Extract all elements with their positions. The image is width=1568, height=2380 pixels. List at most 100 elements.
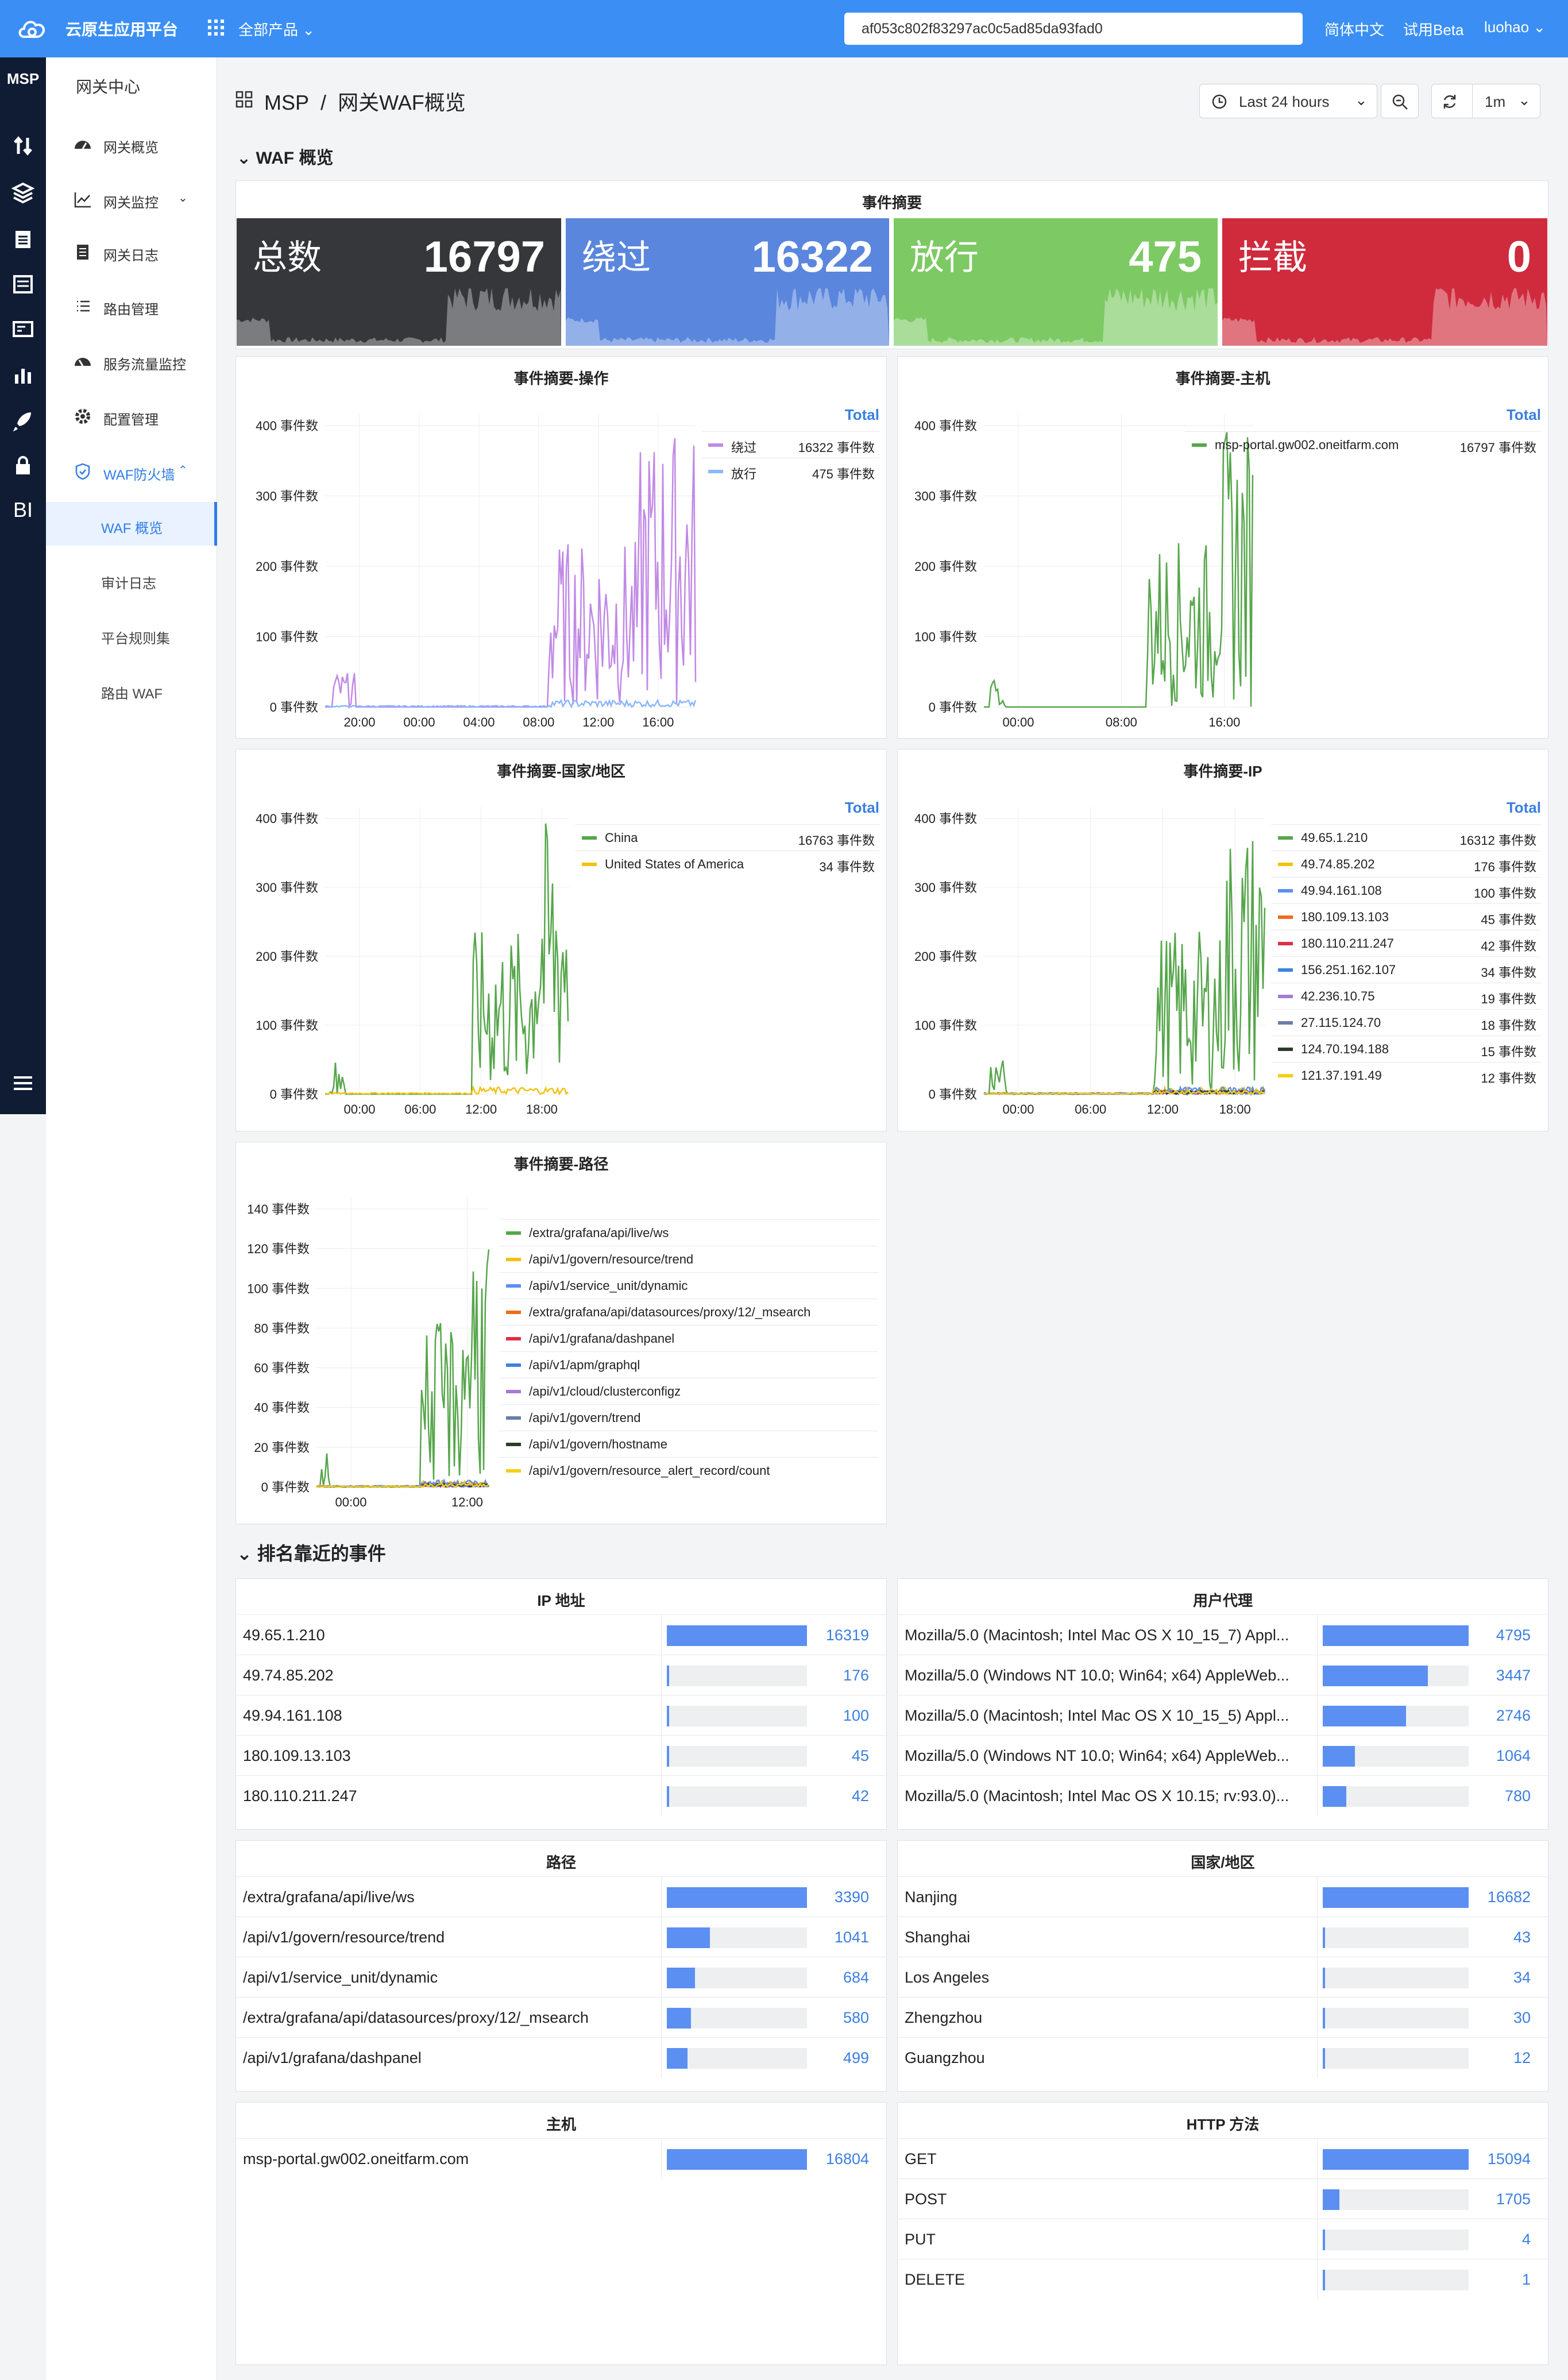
legend-item[interactable]: /api/v1/grafana/dashpanel — [499, 1325, 878, 1350]
legend-item[interactable]: msp-portal.gw002.oneitfarm.com 16797 事件数 — [1185, 431, 1541, 457]
table-row[interactable]: Guangzhou 12 — [898, 2037, 1548, 2078]
chart-svg[interactable]: 400 事件数 300 事件数 200 事件数 100 事件数 0 事件数 00:00 06… — [236, 749, 887, 1132]
sidebar-subitem-waf-overview[interactable]: WAF 概览 — [46, 502, 217, 546]
route-arrows-icon[interactable] — [8, 131, 38, 161]
table-row[interactable]: /api/v1/grafana/dashpanel 499 — [236, 2037, 886, 2078]
legend-item[interactable]: 放行 475 事件数 — [701, 458, 879, 483]
legend-item[interactable]: 124.70.194.188 15 事件数 — [1271, 1036, 1541, 1061]
chart-svg[interactable]: 400 事件数 300 事件数 200 事件数 100 事件数 0 事件数 00:00 06… — [898, 749, 1549, 1132]
bar-chart-icon[interactable] — [8, 361, 38, 391]
legend-item[interactable]: 绕过 16322 事件数 — [701, 431, 879, 457]
section-top-events[interactable]: ⌄ 排名靠近的事件 — [237, 1539, 386, 1566]
chart-svg[interactable]: 400 事件数 300 事件数 200 事件数 100 事件数 0 事件数 00:00 08… — [898, 357, 1549, 739]
menu-icon[interactable] — [8, 1068, 38, 1098]
stat-card-3[interactable]: 拦截 0 — [1222, 218, 1547, 346]
apps-grid-icon[interactable] — [207, 18, 225, 37]
table-row[interactable]: msp-portal.gw002.oneitfarm.com 16804 — [236, 2138, 886, 2179]
table-row[interactable]: PUT 4 — [898, 2219, 1548, 2259]
chevron-down-icon: ⌄ — [1533, 18, 1546, 36]
legend-series-name: msp-portal.gw002.oneitfarm.com — [1215, 438, 1399, 452]
card-icon[interactable] — [8, 315, 38, 345]
legend-item[interactable]: United States of America 34 事件数 — [575, 851, 879, 876]
table-row[interactable]: 49.74.85.202 176 — [236, 1655, 886, 1695]
legend-item[interactable]: 180.109.13.103 45 事件数 — [1271, 903, 1541, 929]
legend-item[interactable]: /api/v1/govern/trend — [499, 1404, 878, 1429]
beta-link[interactable]: 试用Beta — [1403, 21, 1464, 38]
table-row[interactable]: Mozilla/5.0 (Macintosh; Intel Mac OS X 1… — [898, 1695, 1548, 1736]
time-range-picker[interactable]: Last 24 hours ⌄ — [1199, 84, 1377, 118]
table-row[interactable]: /extra/grafana/api/datasources/proxy/12/… — [236, 1997, 886, 2038]
msp-logo[interactable]: MSP — [6, 70, 40, 87]
stat-card-1[interactable]: 绕过 16322 — [566, 218, 889, 346]
language-switch[interactable]: 简体中文 — [1324, 21, 1385, 38]
sidebar-subitem-platform-rules[interactable]: 平台规则集 — [46, 612, 217, 656]
legend-item[interactable]: /api/v1/cloud/clusterconfigz — [499, 1378, 878, 1403]
stat-card-0[interactable]: 总数 16797 — [237, 218, 561, 346]
legend-item[interactable]: 121.37.191.49 12 事件数 — [1271, 1062, 1541, 1087]
legend-item[interactable]: China 16763 事件数 — [575, 824, 879, 849]
legend-item[interactable]: 180.110.211.247 42 事件数 — [1271, 930, 1541, 955]
breadcrumb-root[interactable]: MSP — [264, 91, 310, 114]
bar-fill — [1323, 2008, 1325, 2029]
sidebar-subitem-audit-log[interactable]: 审计日志 — [46, 557, 217, 601]
legend-item[interactable]: 27.115.124.70 18 事件数 — [1271, 1009, 1541, 1034]
bi-icon[interactable]: BI — [13, 498, 33, 521]
table-row[interactable]: Los Angeles 34 — [898, 1957, 1548, 1998]
row-value: 42 — [851, 1787, 869, 1805]
legend-item[interactable]: /extra/grafana/api/datasources/proxy/12/… — [499, 1299, 878, 1324]
table-row[interactable]: /api/v1/service_unit/dynamic 684 — [236, 1957, 886, 1998]
legend-item[interactable]: /extra/grafana/api/live/ws — [499, 1219, 878, 1245]
sidebar-item-gateway-logs[interactable]: 网关日志 — [46, 232, 217, 272]
sidebar-item-gateway-monitor[interactable]: 网关监控 ⌄ — [46, 179, 217, 219]
stat-card-2[interactable]: 放行 475 — [894, 218, 1218, 346]
sidebar-item-route-management[interactable]: 路由管理 — [46, 286, 217, 326]
zoom-out-button[interactable] — [1381, 84, 1419, 118]
user-menu[interactable]: luohao ⌄ — [1484, 18, 1546, 36]
table-row[interactable]: DELETE 1 — [898, 2259, 1548, 2300]
legend-item[interactable]: /api/v1/govern/resource/trend — [499, 1246, 878, 1271]
chart-svg[interactable]: 400 事件数 300 事件数 200 事件数 100 事件数 0 事件数 20:00 00… — [236, 357, 887, 739]
legend-item[interactable]: 49.94.161.108 100 事件数 — [1271, 877, 1541, 902]
legend-item[interactable]: /api/v1/govern/hostname — [499, 1431, 878, 1456]
table-row[interactable]: 49.94.161.108 100 — [236, 1695, 886, 1736]
legend-item[interactable]: 42.236.10.75 19 事件数 — [1271, 983, 1541, 1008]
legend-item[interactable]: /api/v1/apm/graphql — [499, 1351, 878, 1377]
table-row[interactable]: Mozilla/5.0 (Windows NT 10.0; Win64; x64… — [898, 1735, 1548, 1776]
cloud-logo-icon[interactable] — [16, 15, 48, 42]
table-row[interactable]: Nanjing 16682 — [898, 1876, 1548, 1917]
legend-item[interactable]: /api/v1/service_unit/dynamic — [499, 1272, 878, 1297]
layers-icon[interactable] — [8, 178, 38, 208]
sidebar-item-config[interactable]: 配置管理 — [46, 396, 217, 436]
sidebar-item-waf[interactable]: WAF防火墙 ⌃ — [46, 451, 217, 492]
table-row[interactable]: 180.109.13.103 45 — [236, 1735, 886, 1776]
sidebar-subitem-route-waf[interactable]: 路由 WAF — [46, 667, 217, 711]
table-row[interactable]: /api/v1/govern/resource/trend 1041 — [236, 1917, 886, 1957]
clipboard-icon[interactable] — [8, 224, 38, 254]
section-waf-overview[interactable]: ⌄ WAF 概览 — [237, 144, 333, 169]
table-row[interactable]: /extra/grafana/api/live/ws 3390 — [236, 1876, 886, 1917]
table-row[interactable]: Mozilla/5.0 (Macintosh; Intel Mac OS X 1… — [898, 1775, 1548, 1816]
table-row[interactable]: Mozilla/5.0 (Windows NT 10.0; Win64; x64… — [898, 1655, 1548, 1695]
table-row[interactable]: 49.65.1.210 16319 — [236, 1614, 886, 1655]
legend-series-name: /extra/grafana/api/live/ws — [529, 1226, 669, 1240]
table-row[interactable]: GET 15094 — [898, 2138, 1548, 2179]
legend-item[interactable]: /api/v1/govern/resource_alert_record/cou… — [499, 1457, 878, 1482]
search-input[interactable]: af053c802f83297ac0c5ad85da93fad0 — [844, 13, 1303, 45]
lock-icon[interactable] — [8, 450, 38, 480]
legend-item[interactable]: 49.65.1.210 16312 事件数 — [1271, 824, 1541, 849]
rocket-icon[interactable] — [8, 405, 38, 435]
table-row[interactable]: POST 1705 — [898, 2178, 1548, 2219]
table-row[interactable]: Shanghai 43 — [898, 1917, 1548, 1957]
table-row[interactable]: Mozilla/5.0 (Macintosh; Intel Mac OS X 1… — [898, 1614, 1548, 1655]
platform-title[interactable]: 云原生应用平台 — [65, 21, 179, 38]
table-row[interactable]: 180.110.211.247 42 — [236, 1775, 886, 1816]
refresh-picker[interactable]: 1m ⌄ — [1431, 84, 1540, 118]
table-row[interactable]: Zhengzhou 30 — [898, 1997, 1548, 2038]
legend-item[interactable]: 49.74.85.202 176 事件数 — [1271, 851, 1541, 876]
legend-item[interactable]: 156.251.162.107 34 事件数 — [1271, 956, 1541, 982]
all-products-dropdown[interactable]: 全部产品 ⌄ — [238, 18, 315, 40]
chart-svg[interactable]: 140 事件数 120 事件数 100 事件数 80 事件数 60 事件数 40 事件数 2… — [236, 1142, 887, 1525]
monitor-icon[interactable] — [8, 270, 38, 300]
sidebar-item-gateway-overview[interactable]: 网关概览 — [46, 124, 217, 164]
sidebar-item-traffic-monitor[interactable]: 服务流量监控 — [46, 341, 217, 381]
